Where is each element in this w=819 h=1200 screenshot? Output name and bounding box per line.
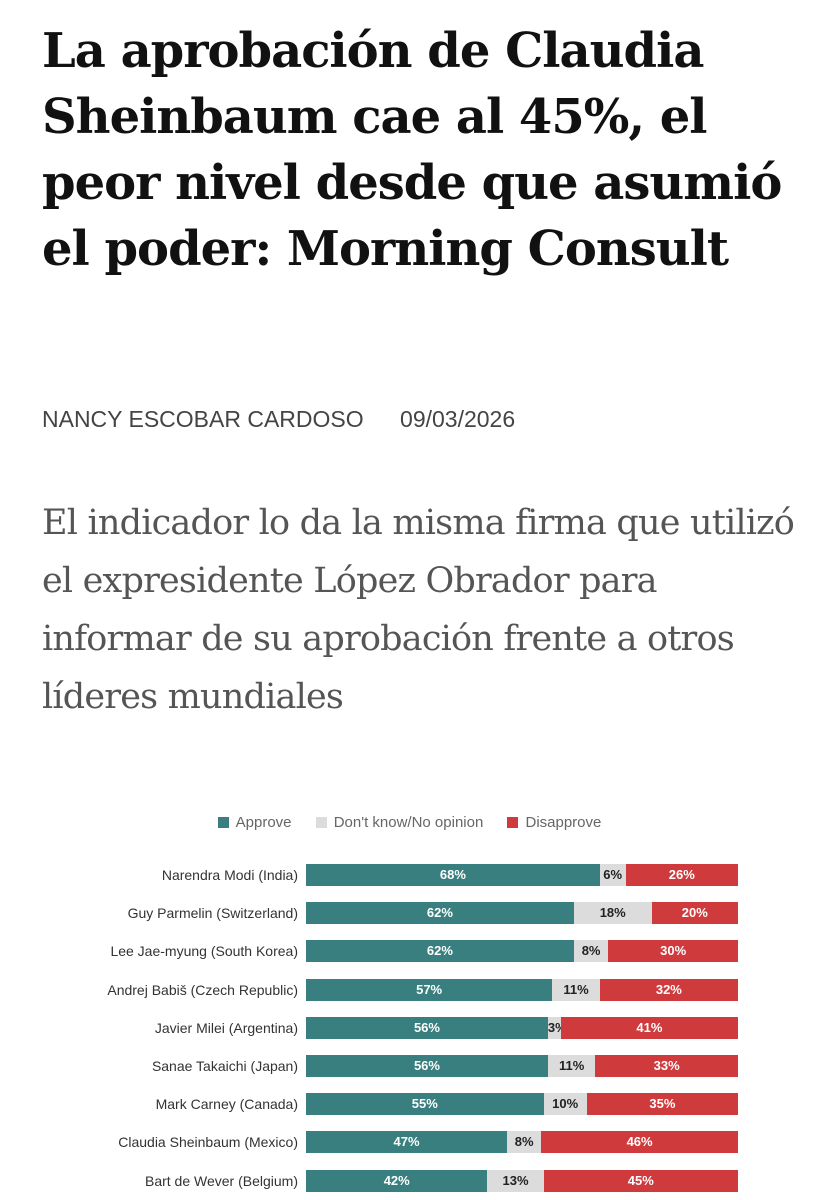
legend-approve: Approve: [217, 814, 292, 831]
legend-neutral-label: Don't know/No opinion: [333, 814, 484, 831]
category-label: Andrej Babiš (Czech Republic): [107, 981, 298, 998]
article-dek: El indicador lo da la misma firma que ut…: [42, 503, 795, 717]
category-label: Guy Parmelin (Switzerland): [127, 905, 298, 922]
category-label: Bart de Wever (Belgium): [144, 1172, 298, 1189]
approve-segment: 56%: [306, 1016, 548, 1039]
chart-row: Sanae Takaichi (Japan) 56% 11% 33%: [0, 1055, 819, 1077]
chart-row: Guy Parmelin (Switzerland) 62% 18% 20%: [0, 902, 819, 925]
neutral-segment: 13%: [487, 1169, 544, 1192]
approve-segment: 57%: [306, 978, 553, 1001]
neutral-segment: 8%: [573, 940, 609, 963]
legend-disapprove: Disapprove: [507, 814, 601, 831]
stacked-bar: 68% 6% 26%: [306, 864, 738, 886]
stacked-bar: 57% 11% 32%: [306, 978, 738, 1001]
disapprove-segment: 35%: [586, 1093, 738, 1116]
chart-row: Andrej Babiš (Czech Republic) 57% 11% 32%: [0, 978, 819, 1001]
legend-approve-label: Approve: [235, 814, 292, 831]
disapprove-segment: 46%: [541, 1131, 738, 1154]
stacked-bar: 56% 11% 33%: [306, 1055, 738, 1077]
disapprove-segment: 33%: [595, 1055, 738, 1077]
legend-disapprove-label: Disapprove: [525, 814, 602, 831]
disapprove-segment: 30%: [608, 940, 738, 963]
disapprove-segment: 45%: [543, 1169, 738, 1192]
neutral-segment: 11%: [552, 978, 600, 1001]
approve-segment: 42%: [306, 1169, 488, 1192]
approve-segment: 56%: [306, 1055, 548, 1077]
chart-row: Claudia Sheinbaum (Mexico) 47% 8% 46%: [0, 1131, 819, 1154]
neutral-segment: 8%: [507, 1131, 542, 1154]
category-label: Mark Carney (Canada): [155, 1096, 298, 1113]
category-label: Narendra Modi (India): [161, 867, 298, 883]
stacked-bar: 62% 8% 30%: [306, 940, 738, 963]
stacked-bar: 47% 8% 46%: [306, 1131, 738, 1154]
approve-segment: 62%: [306, 940, 574, 963]
neutral-segment: 3%: [547, 1016, 567, 1039]
approve-swatch: [217, 817, 229, 828]
approve-segment: 62%: [306, 902, 574, 925]
approval-chart: Approve Don't know/No opinion Disapprove…: [0, 800, 819, 1200]
chart-row: Narendra Modi (India) 68% 6% 26%: [0, 864, 819, 886]
category-label: Lee Jae-myung (South Korea): [110, 943, 298, 960]
neutral-segment: 6%: [599, 864, 626, 886]
chart-legend: Approve Don't know/No opinion Disapprove: [0, 814, 819, 831]
category-label: Sanae Takaichi (Japan): [151, 1058, 298, 1074]
disapprove-swatch: [507, 817, 519, 828]
chart-row: Lee Jae-myung (South Korea) 62% 8% 30%: [0, 940, 819, 963]
author-name[interactable]: NANCY ESCOBAR CARDOSO: [42, 406, 364, 432]
chart-row: Javier Milei (Argentina) 56% 3% 41%: [0, 1016, 819, 1039]
neutral-swatch: [315, 817, 327, 828]
headline: La aprobación de Claudia Sheinbaum cae a…: [42, 23, 782, 277]
chart-row: Mark Carney (Canada) 55% 10% 35%: [0, 1093, 819, 1116]
stacked-bar: 56% 3% 41%: [306, 1016, 738, 1039]
approve-segment: 68%: [306, 864, 600, 886]
disapprove-segment: 20%: [651, 902, 738, 925]
disapprove-segment: 26%: [625, 864, 738, 886]
neutral-segment: 11%: [547, 1055, 596, 1077]
neutral-segment: 10%: [543, 1093, 587, 1116]
legend-neutral: Don't know/No opinion: [315, 814, 484, 831]
approve-segment: 55%: [306, 1093, 544, 1116]
chart-row: Bart de Wever (Belgium) 42% 13% 45%: [0, 1169, 819, 1192]
byline: NANCY ESCOBAR CARDOSO 09/03/2026: [42, 406, 515, 433]
disapprove-segment: 32%: [599, 978, 738, 1001]
disapprove-segment: 41%: [560, 1016, 738, 1039]
stacked-bar: 42% 13% 45%: [306, 1169, 738, 1192]
publish-date: 09/03/2026: [400, 406, 516, 432]
stacked-bar: 55% 10% 35%: [306, 1093, 738, 1116]
category-label: Claudia Sheinbaum (Mexico): [118, 1134, 298, 1151]
category-label: Javier Milei (Argentina): [154, 1019, 298, 1036]
approve-segment: 47%: [306, 1131, 508, 1154]
neutral-segment: 18%: [573, 902, 652, 925]
stacked-bar: 62% 18% 20%: [306, 902, 738, 925]
